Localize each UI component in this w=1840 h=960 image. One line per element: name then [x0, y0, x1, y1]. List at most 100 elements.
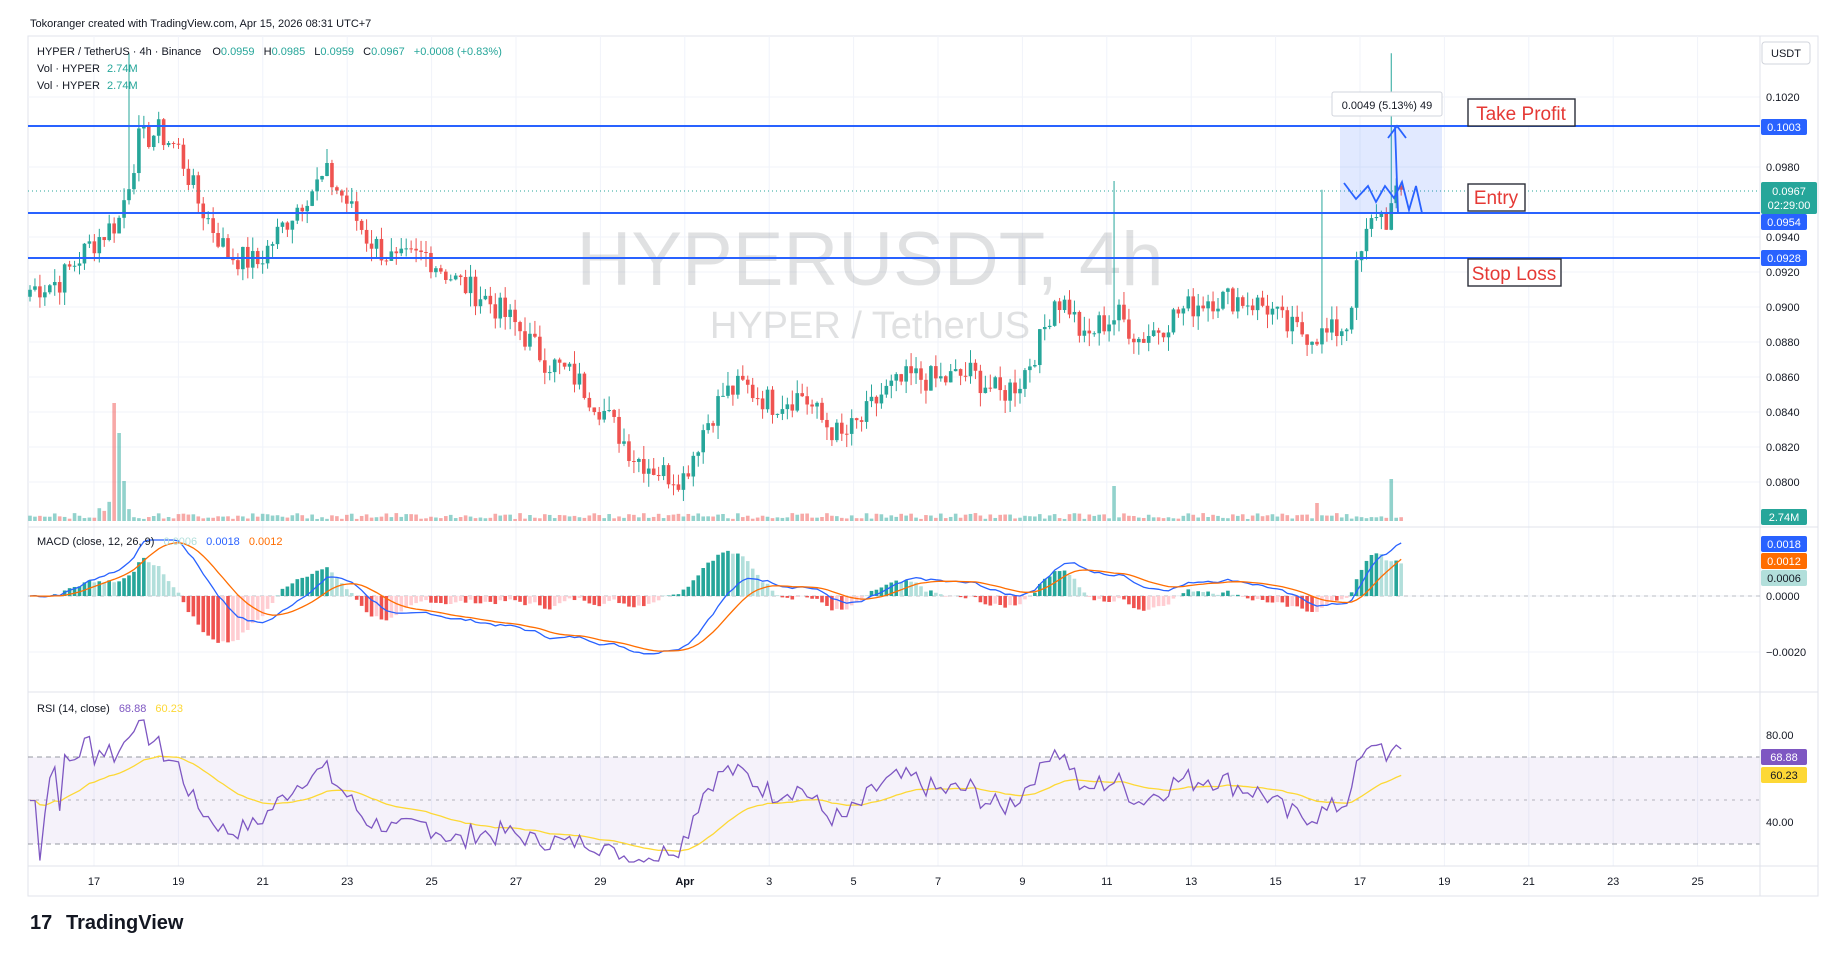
macd-hist-bar	[760, 582, 765, 596]
macd-hist-bar	[112, 582, 116, 596]
currency-button[interactable]	[1761, 41, 1811, 65]
volume-bar	[760, 515, 765, 521]
candle-body	[914, 368, 918, 374]
candle-body	[340, 190, 344, 196]
entry-label-box[interactable]	[1467, 183, 1526, 212]
volume-bar	[1137, 517, 1141, 521]
volume-bar	[1107, 518, 1111, 521]
candle-body	[147, 125, 151, 147]
volume-bar	[92, 517, 97, 521]
projection-path[interactable]	[1343, 125, 1424, 214]
price-tick-label: 0.0860	[1766, 372, 1800, 384]
macd-hist-bar	[473, 596, 478, 604]
candle-body	[176, 143, 181, 145]
candle-body	[122, 200, 126, 218]
volume-bar	[250, 513, 255, 521]
candle-body	[97, 237, 102, 254]
vol2-value: 2.74M	[107, 80, 138, 92]
macd-hist-bar	[701, 568, 705, 596]
candle-body	[349, 201, 354, 204]
high-value: 0.0985	[272, 46, 306, 58]
candle-body	[236, 260, 240, 270]
volume-bars	[28, 403, 1403, 521]
macd-hist-bar	[637, 596, 641, 606]
price-tick-label: 0.0840	[1766, 407, 1800, 419]
candle-body	[1181, 308, 1186, 314]
macd-hist-bar	[1250, 596, 1255, 601]
stop-loss-label-box[interactable]	[1467, 258, 1562, 287]
macd-hist-bar	[330, 572, 334, 596]
macd-hist-bar	[681, 589, 686, 596]
macd-hist-bar	[1003, 596, 1007, 608]
candle-body	[894, 374, 899, 381]
volume-bar	[1250, 515, 1255, 521]
volume-bar	[726, 518, 730, 521]
candle-body	[295, 207, 300, 221]
volume-bar	[731, 518, 735, 521]
macd-hist-bar	[493, 596, 498, 605]
candle-body	[156, 119, 161, 136]
tradingview-logo[interactable]: 17 TradingView	[30, 912, 184, 934]
volume-bar	[780, 517, 785, 521]
macd-hist-bar	[795, 596, 800, 597]
macd-hist-bar	[731, 553, 735, 596]
volume-bar	[1315, 503, 1319, 521]
volume-bar	[72, 513, 77, 521]
macd-hist-bar	[1245, 596, 1250, 599]
candle-body	[1077, 311, 1082, 336]
macd-hist-bar	[790, 596, 795, 600]
macd-hist-bar	[943, 596, 948, 597]
volume-bar	[988, 514, 993, 521]
volume-bar	[825, 513, 829, 521]
macd-hist-bar	[1191, 591, 1196, 596]
volume-bar	[528, 515, 532, 521]
candle-body	[444, 271, 448, 280]
candle-body	[1305, 334, 1309, 345]
volume-bar	[1072, 513, 1077, 521]
volume-bar	[691, 515, 696, 521]
candle-body	[275, 226, 280, 245]
macd-hist-bar	[349, 592, 354, 596]
candle-body	[1349, 307, 1354, 330]
candle-body	[869, 396, 874, 402]
candle-body	[998, 377, 1002, 391]
volume-bar	[300, 515, 305, 521]
stop-loss-badge-text: 0.0928	[1767, 253, 1801, 265]
time-tick-label: Apr	[675, 876, 695, 888]
macd-hist-bar	[1285, 596, 1290, 607]
volume-badge-text: 2.74M	[1769, 512, 1800, 524]
candle-body	[409, 248, 413, 250]
macd-hist-bar	[562, 596, 567, 602]
time-tick-label: 25	[425, 876, 437, 888]
candles[interactable]	[28, 53, 1403, 502]
macd-hist-bar	[726, 550, 730, 596]
candle-body	[736, 375, 740, 395]
watermark-pair: HYPER / TetherUS	[710, 305, 1030, 347]
candle-body	[52, 282, 57, 286]
volume-bar	[127, 509, 131, 521]
rsi-tick-label: 40.00	[1766, 817, 1794, 829]
candle-body	[572, 363, 577, 385]
price-axis[interactable]: 0.1020 0.0980 0.0940 0.0920 0.0900 0.0880 0.08…	[1766, 92, 1806, 829]
macd-hist-bar	[929, 590, 933, 596]
candle-body	[260, 263, 265, 265]
volume-bar	[429, 516, 433, 521]
candle-body	[1399, 185, 1403, 190]
projection-zone[interactable]	[1340, 126, 1442, 213]
candle-body	[805, 396, 809, 405]
candle-body	[1141, 338, 1146, 343]
macd-hist-bar	[1132, 596, 1136, 609]
candle-body	[592, 407, 597, 413]
time-axis[interactable]: 17 19 21 23 25 27 29 Apr 3 5 7 9 11 13 15 17 19 21 23 25	[88, 876, 1704, 888]
macd-hist-bar	[1033, 592, 1037, 596]
volume-bar	[750, 518, 755, 521]
candle-body	[1042, 327, 1047, 330]
volume-bar	[686, 513, 691, 521]
take-profit-label-box[interactable]	[1467, 98, 1576, 127]
volume-bar	[572, 515, 577, 521]
take-profit-label: Take Profit	[1476, 104, 1566, 125]
volume-bar	[1206, 517, 1210, 521]
volume-bar	[488, 517, 493, 521]
volume-legend-1: Vol · HYPER 2.74M	[37, 63, 138, 75]
